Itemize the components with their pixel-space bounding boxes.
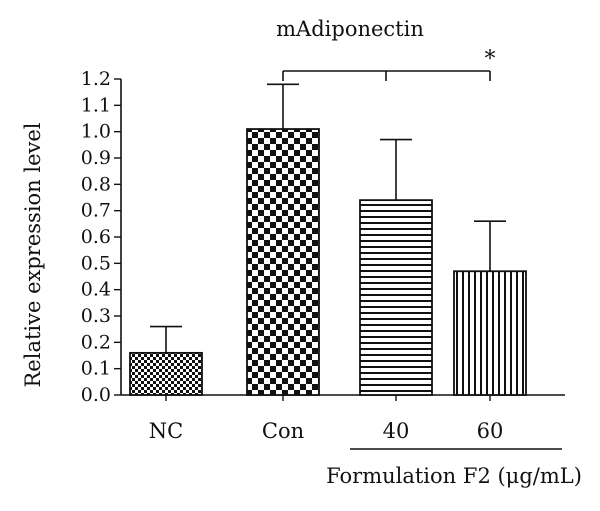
y-tick-label: 1.1	[81, 94, 111, 116]
chart-title: mAdiponectin	[276, 17, 424, 41]
y-tick-label: 0.6	[81, 226, 111, 248]
y-tick-label: 0.5	[81, 252, 111, 274]
y-tick-label: 0.0	[81, 384, 111, 406]
x-tick-label: Con	[262, 419, 304, 443]
y-tick-label: 1.0	[81, 121, 111, 143]
x-tick-label: 60	[477, 419, 504, 443]
annotations: *	[282, 47, 496, 81]
y-tick-label: 0.9	[81, 147, 111, 169]
bar-nc	[129, 351, 203, 396]
y-tick-label: 0.1	[81, 358, 111, 380]
y-tick-label: 0.3	[81, 305, 111, 327]
x-tick-label: 40	[383, 419, 410, 443]
bar-60	[453, 270, 527, 396]
bars	[129, 83, 527, 396]
bar-40	[359, 199, 433, 396]
y-tick-label: 0.7	[81, 200, 111, 222]
bar-con	[246, 128, 320, 396]
significance-mark: *	[485, 47, 496, 72]
y-tick-label: 1.2	[81, 68, 111, 90]
group-label: Formulation F2 (μg/mL)	[326, 464, 582, 488]
y-ticks: 0.0 0.1 0.2 0.3 0.4 0.5 0.6 0.7 0.8 0.9 1.0 1.1 1.2	[81, 68, 121, 406]
x-labels: NC Con 40 60	[149, 395, 504, 443]
y-tick-label: 0.2	[81, 331, 111, 353]
y-axis-title: Relative expression level	[21, 122, 45, 387]
x-tick-label: NC	[149, 419, 183, 443]
y-tick-label: 0.8	[81, 173, 111, 195]
y-tick-label: 0.4	[81, 279, 111, 301]
